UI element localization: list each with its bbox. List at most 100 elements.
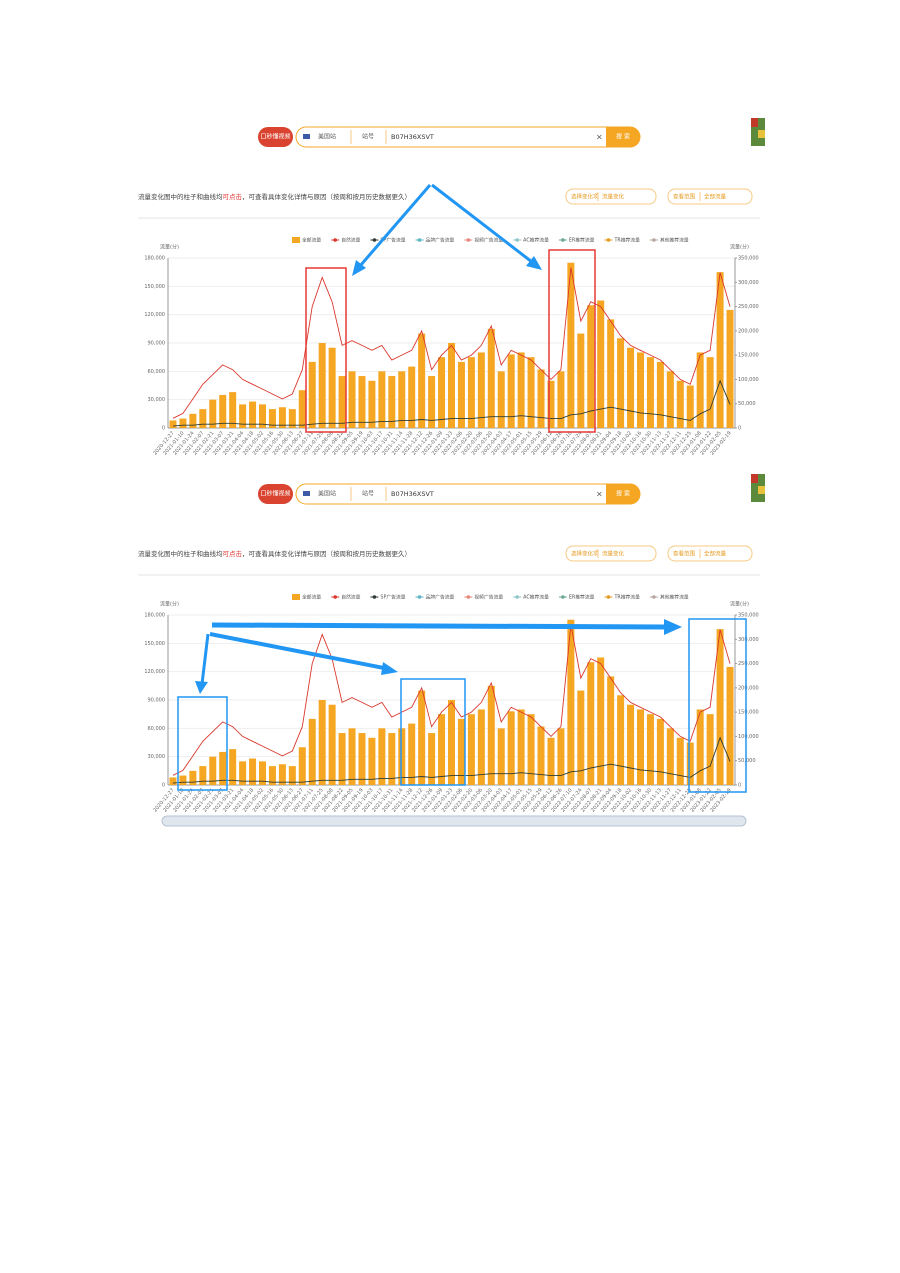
bar[interactable] [338, 376, 346, 428]
select[interactable] [565, 188, 657, 205]
bar[interactable] [408, 723, 416, 785]
legend-label[interactable]: 全部流量 [302, 594, 321, 601]
search-button[interactable] [606, 484, 640, 504]
bar[interactable] [438, 714, 446, 785]
legend-label[interactable]: ER推荐流量 [569, 594, 595, 601]
bar[interactable] [567, 619, 575, 785]
bar[interactable] [597, 657, 605, 786]
bar[interactable] [219, 394, 227, 428]
bar[interactable] [229, 392, 237, 428]
bar[interactable] [646, 714, 654, 785]
select[interactable] [667, 188, 753, 205]
bar[interactable] [507, 711, 515, 785]
field-select[interactable]: 站号 [362, 133, 374, 141]
bar[interactable] [448, 700, 455, 785]
bar[interactable] [408, 366, 416, 428]
line[interactable] [172, 624, 731, 776]
bar[interactable] [497, 728, 505, 785]
bar[interactable] [428, 376, 436, 428]
bar[interactable] [656, 361, 664, 428]
bar[interactable] [696, 709, 704, 785]
legend-label[interactable]: AC推荐流量 [523, 594, 549, 601]
bar[interactable] [457, 718, 465, 785]
bar[interactable] [457, 361, 465, 428]
bar[interactable] [477, 709, 485, 785]
bar[interactable] [298, 390, 306, 428]
bar[interactable] [666, 728, 674, 785]
bar[interactable] [169, 420, 177, 428]
bar[interactable] [656, 718, 664, 785]
search-button[interactable] [606, 127, 640, 147]
bar[interactable] [368, 380, 376, 428]
bar[interactable] [607, 676, 615, 785]
legend-label[interactable]: 视频广告流量 [474, 594, 503, 601]
bar[interactable] [547, 737, 555, 785]
bar[interactable] [298, 747, 306, 785]
bar[interactable] [368, 737, 376, 785]
bar[interactable] [278, 407, 286, 428]
bar[interactable] [557, 371, 565, 428]
bar[interactable] [179, 418, 187, 428]
bar[interactable] [358, 733, 366, 785]
bar[interactable] [507, 354, 515, 428]
bar[interactable] [696, 352, 704, 428]
legend-label[interactable]: SP广告流量 [380, 594, 405, 601]
legend-label[interactable]: TR推荐流量 [613, 237, 640, 244]
bar[interactable] [239, 404, 247, 428]
line[interactable] [172, 267, 731, 419]
bar[interactable] [308, 718, 316, 785]
legend-label[interactable]: SP广告流量 [380, 237, 405, 244]
bar[interactable] [249, 758, 257, 785]
bar[interactable] [716, 272, 724, 428]
bar[interactable] [597, 300, 605, 429]
bar[interactable] [537, 369, 545, 428]
bar[interactable] [308, 361, 316, 428]
bar[interactable] [517, 709, 525, 785]
legend-label[interactable]: 其他推荐流量 [660, 594, 689, 601]
bar[interactable] [249, 401, 257, 428]
bar[interactable] [418, 333, 426, 428]
bar[interactable] [527, 357, 535, 428]
bar[interactable] [467, 357, 475, 428]
legend-label[interactable]: AC推荐流量 [523, 237, 549, 244]
bar[interactable] [547, 380, 555, 428]
bar[interactable] [288, 766, 296, 785]
field-select[interactable]: 站号 [362, 490, 374, 498]
bar[interactable] [627, 347, 635, 428]
bar[interactable] [169, 777, 177, 785]
legend-label[interactable]: 品牌广告流量 [426, 237, 455, 244]
bar[interactable] [686, 742, 694, 786]
legend-label[interactable]: 全部流量 [302, 237, 321, 244]
site-select[interactable]: 美国站 [318, 490, 336, 498]
bar[interactable] [537, 726, 545, 785]
bar[interactable] [497, 371, 505, 428]
bar[interactable] [527, 714, 535, 785]
bar[interactable] [716, 629, 724, 785]
search-input[interactable]: B07H36XSVT [391, 133, 434, 141]
bar[interactable] [358, 376, 366, 428]
bar[interactable] [706, 357, 714, 428]
bar[interactable] [189, 413, 197, 428]
legend-label[interactable]: 品牌广告流量 [426, 594, 455, 601]
legend-label[interactable]: 视频广告流量 [474, 237, 503, 244]
bar[interactable] [348, 728, 356, 785]
bar[interactable] [418, 690, 426, 785]
site-select[interactable]: 美国站 [318, 133, 336, 141]
bar[interactable] [318, 700, 326, 785]
bar[interactable] [199, 409, 207, 428]
bar[interactable] [448, 343, 455, 428]
bar[interactable] [259, 761, 266, 785]
bar[interactable] [676, 737, 684, 785]
bar[interactable] [268, 766, 276, 785]
bar[interactable] [587, 305, 595, 428]
bar[interactable] [726, 666, 734, 785]
bar[interactable] [477, 352, 485, 428]
bar[interactable] [338, 733, 346, 785]
bar[interactable] [388, 376, 396, 428]
bar[interactable] [378, 371, 386, 428]
bar[interactable] [607, 319, 615, 428]
select[interactable] [667, 545, 753, 562]
bar[interactable] [517, 352, 525, 428]
select[interactable] [565, 545, 657, 562]
bar[interactable] [666, 371, 674, 428]
